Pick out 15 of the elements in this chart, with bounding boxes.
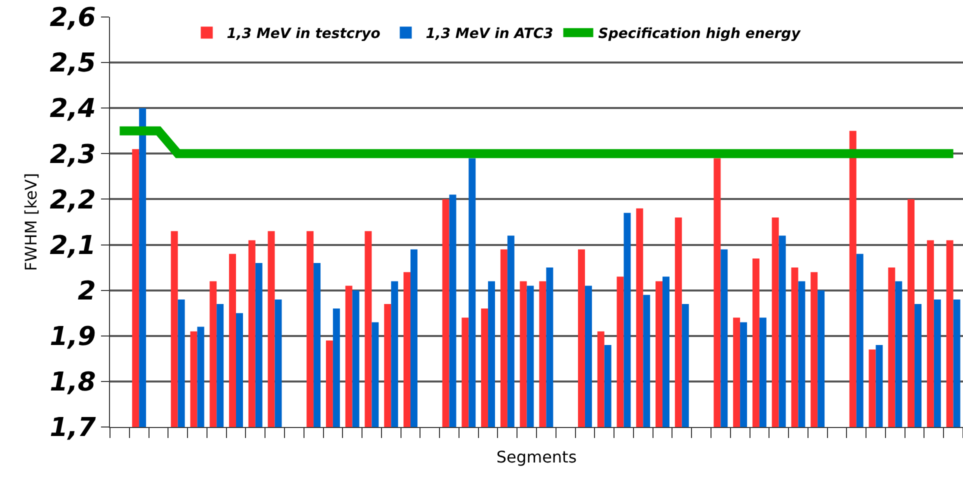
legend-label: Specification high energy xyxy=(598,26,802,42)
legend-label: 1,3 MeV in ATC3 xyxy=(426,26,554,42)
y-tick-label: 2,6 xyxy=(50,3,96,34)
y-tick-label: 2,2 xyxy=(50,185,96,216)
y-axis-title: FWHM [keV] xyxy=(22,173,41,271)
y-tick-label: 2 xyxy=(78,276,96,306)
x-axis-title: Segments xyxy=(496,448,577,467)
y-tick-label: 2,5 xyxy=(50,48,96,79)
y-tick-label: 1,9 xyxy=(50,322,96,352)
y-tick-label: 2,1 xyxy=(50,230,96,261)
y-tick-label: 2,4 xyxy=(50,94,96,124)
legend-label: 1,3 MeV in testcryo xyxy=(226,26,381,42)
y-tick-label: 1,8 xyxy=(50,368,96,398)
y-tick-label: 2,3 xyxy=(50,140,96,170)
y-tick-label: 1,7 xyxy=(50,413,97,444)
